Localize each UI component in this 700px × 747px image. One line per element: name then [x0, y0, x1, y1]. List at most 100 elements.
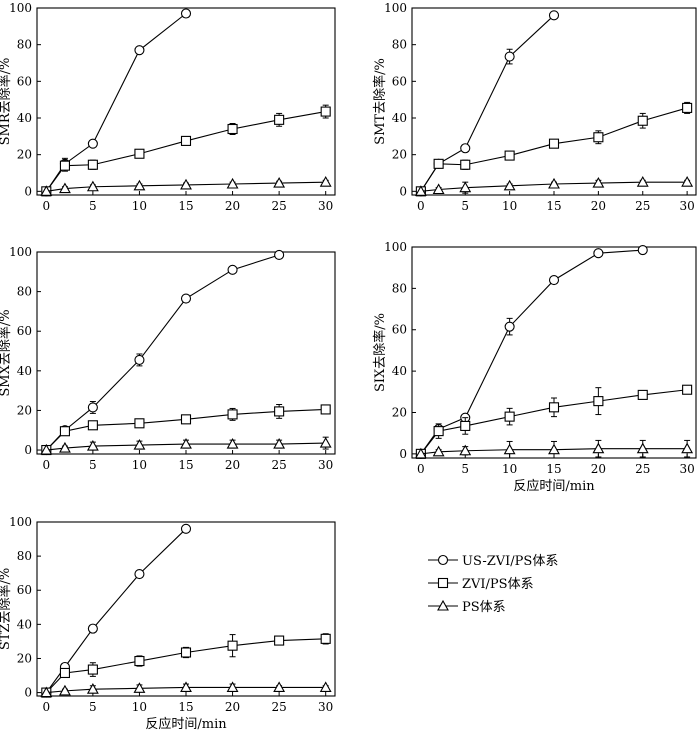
data-point — [180, 414, 192, 425]
y-tick-label: 100 — [9, 515, 32, 529]
y-tick-label: 40 — [17, 364, 32, 378]
y-tick-label: 0 — [24, 686, 32, 700]
data-point — [432, 183, 445, 195]
y-tick-label: 20 — [17, 403, 32, 417]
data-point — [180, 523, 192, 534]
data-point — [87, 420, 98, 431]
data-point — [134, 418, 145, 429]
y-tick-label: 0 — [399, 184, 407, 198]
data-point — [636, 442, 649, 454]
x-tick-label: 25 — [271, 199, 286, 213]
data-point — [503, 179, 516, 191]
x-tick-label: 15 — [178, 700, 193, 714]
x-tick-label: 15 — [178, 199, 193, 213]
data-point — [682, 384, 693, 395]
data-point — [180, 178, 192, 190]
data-point — [548, 275, 560, 286]
x-tick-label: 30 — [318, 199, 333, 213]
y-tick-label: 0 — [24, 443, 32, 457]
y-axis-title: STZ去除率/% — [0, 568, 13, 650]
y-tick-label: 20 — [392, 148, 407, 162]
legend-item-ps: PS体系 — [428, 599, 506, 615]
data-point — [40, 686, 53, 698]
legend-item-zvi: ZVI/PS体系 — [428, 577, 534, 592]
data-point — [59, 182, 71, 194]
chart-panel-3: 0 5 10 15 20 25 30 0 20 40 60 80 100 SMX去除率/% — [0, 245, 336, 472]
x-tick-label: 30 — [318, 458, 333, 472]
series-line — [420, 181, 688, 192]
chart-panel-4: 0 5 10 15 20 25 30 0 20 40 60 80 100 SIX去除率/% 反应时间/min — [372, 240, 697, 494]
data-point — [86, 683, 99, 694]
x-tick-label: 10 — [502, 199, 517, 213]
x-tick-label: 5 — [89, 199, 97, 213]
x-tick-label: 30 — [679, 462, 694, 476]
data-point — [180, 293, 192, 304]
series-line — [46, 442, 326, 451]
x-tick-label: 0 — [42, 199, 50, 213]
data-point — [319, 681, 332, 693]
data-point — [433, 426, 444, 437]
data-point — [593, 248, 604, 259]
series-ps — [40, 681, 332, 698]
data-point — [548, 443, 560, 455]
x-tick-label: 25 — [635, 462, 650, 476]
data-point — [133, 682, 146, 693]
data-point — [87, 138, 98, 149]
y-tick-label: 20 — [392, 405, 407, 419]
data-point — [503, 443, 516, 455]
data-point — [59, 426, 70, 437]
data-point — [593, 396, 604, 407]
plot-frame — [36, 7, 336, 196]
data-point — [460, 420, 471, 431]
data-point — [227, 123, 238, 135]
y-tick-label: 80 — [17, 38, 32, 52]
x-tick-label: 5 — [89, 458, 97, 472]
y-tick-label: 0 — [24, 184, 32, 198]
data-point — [133, 179, 146, 191]
data-point — [180, 8, 192, 19]
y-tick-label: 80 — [392, 281, 407, 295]
data-point — [134, 655, 145, 667]
x-axis-title: 反应时间/min — [513, 478, 595, 494]
x-tick-label: 5 — [461, 199, 469, 213]
x-tick-label: 5 — [89, 700, 97, 714]
x-tick-label: 20 — [591, 462, 606, 476]
y-tick-label: 100 — [384, 240, 407, 254]
legend-triangle-marker — [437, 599, 449, 611]
x-tick-label: 15 — [178, 458, 193, 472]
data-point — [414, 185, 427, 196]
data-point — [548, 402, 560, 413]
legend-square-marker — [437, 577, 449, 589]
y-axis-title: SIX去除率/% — [372, 313, 388, 392]
y-tick-label: 40 — [17, 617, 32, 631]
y-tick-label: 60 — [17, 324, 32, 338]
legend: US-ZVI/PS体系 ZVI/PS体系 PS体系 — [428, 554, 558, 615]
data-point — [319, 436, 332, 448]
data-point — [319, 176, 332, 187]
data-point — [274, 249, 285, 261]
y-axis-title: SMR去除率/% — [0, 58, 13, 146]
y-tick-label: 20 — [17, 148, 32, 162]
y-tick-label: 40 — [17, 111, 32, 125]
data-point — [180, 681, 192, 693]
y-axis-title: SMX去除率/% — [0, 309, 13, 396]
data-point — [414, 447, 427, 459]
data-point — [504, 150, 515, 161]
y-tick-label: 60 — [392, 74, 407, 88]
data-point — [274, 114, 285, 125]
y-tick-label: 20 — [17, 651, 32, 665]
y-tick-label: 0 — [399, 447, 407, 461]
data-point — [681, 176, 694, 187]
x-tick-label: 0 — [42, 700, 50, 714]
data-point — [681, 442, 694, 454]
x-tick-label: 15 — [546, 199, 561, 213]
data-point — [87, 159, 98, 170]
data-point — [432, 445, 445, 457]
x-tick-label: 10 — [132, 199, 147, 213]
y-tick-label: 100 — [9, 245, 32, 259]
series-line — [420, 448, 688, 455]
x-tick-label: 0 — [417, 199, 425, 213]
y-tick-label: 100 — [384, 1, 407, 15]
series-zvi — [41, 403, 331, 456]
